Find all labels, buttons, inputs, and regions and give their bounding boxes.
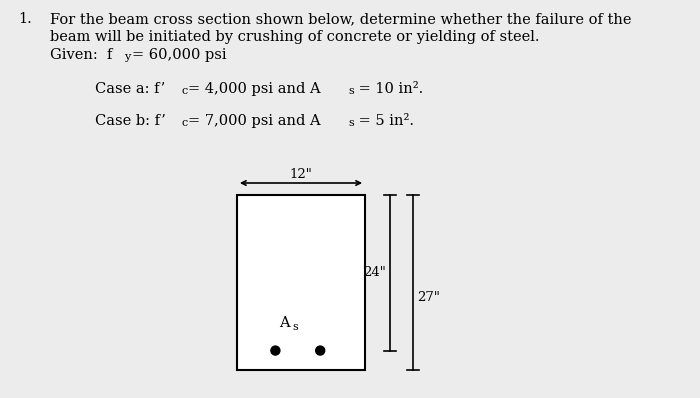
Text: = 7,000 psi and A: = 7,000 psi and A bbox=[188, 114, 321, 128]
Text: s: s bbox=[348, 86, 354, 96]
Text: = 60,000 psi: = 60,000 psi bbox=[132, 48, 227, 62]
Circle shape bbox=[316, 346, 325, 355]
Text: 27": 27" bbox=[417, 291, 440, 304]
Text: = 10 in².: = 10 in². bbox=[354, 82, 424, 96]
Text: 1.: 1. bbox=[18, 12, 32, 26]
Circle shape bbox=[271, 346, 280, 355]
Text: c: c bbox=[181, 118, 188, 128]
Text: A: A bbox=[279, 316, 290, 330]
Text: beam will be initiated by crushing of concrete or yielding of steel.: beam will be initiated by crushing of co… bbox=[50, 30, 540, 44]
Text: For the beam cross section shown below, determine whether the failure of the: For the beam cross section shown below, … bbox=[50, 12, 631, 26]
Text: s: s bbox=[348, 118, 354, 128]
Text: = 4,000 psi and A: = 4,000 psi and A bbox=[188, 82, 321, 96]
Text: c: c bbox=[181, 86, 188, 96]
Text: Given:  f: Given: f bbox=[50, 48, 113, 62]
Text: = 5 in².: = 5 in². bbox=[354, 114, 414, 128]
Text: Case b: f’: Case b: f’ bbox=[95, 114, 166, 128]
Text: 24": 24" bbox=[363, 266, 386, 279]
Text: 12": 12" bbox=[290, 168, 312, 181]
Text: y: y bbox=[124, 52, 130, 62]
Bar bbox=[237, 195, 365, 370]
Text: s: s bbox=[292, 322, 298, 332]
Text: Case a: f’: Case a: f’ bbox=[95, 82, 165, 96]
